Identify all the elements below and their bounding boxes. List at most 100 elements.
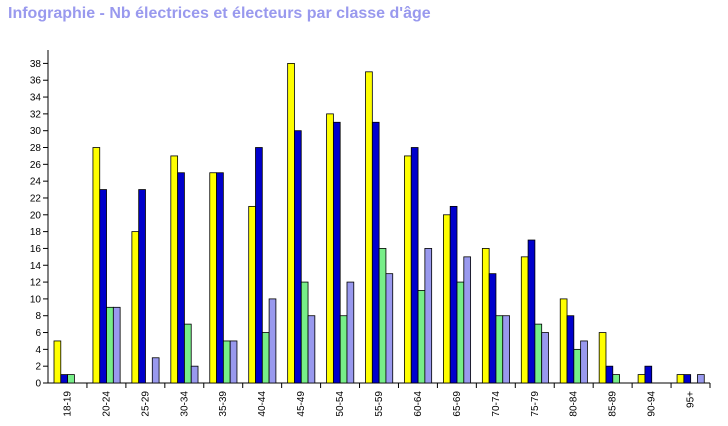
bar xyxy=(424,248,433,384)
bar xyxy=(255,147,263,384)
bar xyxy=(287,63,295,384)
y-tick-label: 10 xyxy=(30,294,42,305)
bar xyxy=(683,374,692,384)
chart-title: Infographie - Nb électrices et électeurs… xyxy=(8,5,431,22)
y-tick-label: 34 xyxy=(30,93,42,104)
x-tick-label: 60-64 xyxy=(413,391,424,417)
bar xyxy=(184,323,192,384)
bar xyxy=(177,172,185,384)
bar xyxy=(190,365,199,384)
bar xyxy=(697,374,705,384)
y-tick-label: 4 xyxy=(35,345,41,356)
x-tick-label: 80-84 xyxy=(569,391,580,417)
bars xyxy=(53,63,705,384)
x-tick-label: 40-44 xyxy=(257,391,268,417)
x-tick-label: 65-69 xyxy=(452,391,463,417)
bar xyxy=(443,214,451,384)
y-tick-label: 12 xyxy=(30,278,42,289)
bar xyxy=(449,205,458,384)
y-tick-label: 28 xyxy=(30,143,42,154)
bar xyxy=(580,340,588,384)
bar xyxy=(131,231,140,384)
bar xyxy=(346,281,355,384)
bar xyxy=(559,298,568,384)
bar xyxy=(268,298,277,384)
bar xyxy=(495,315,504,384)
bar xyxy=(378,248,387,384)
bar xyxy=(385,273,394,384)
bar xyxy=(112,306,121,384)
bar xyxy=(106,306,114,384)
bar xyxy=(365,71,373,384)
y-tick-label: 0 xyxy=(35,379,41,390)
bar xyxy=(527,239,536,384)
x-tick-label: 45-49 xyxy=(296,391,307,417)
y-tick-label: 30 xyxy=(30,126,42,137)
bar xyxy=(573,348,582,384)
bar xyxy=(294,130,302,384)
y-tick-label: 36 xyxy=(30,76,42,87)
bar xyxy=(248,205,256,384)
y-tick-label: 14 xyxy=(30,261,42,272)
bar xyxy=(598,332,607,384)
bar xyxy=(170,155,179,384)
x-tick-label: 30-34 xyxy=(179,391,190,417)
y-tick-label: 26 xyxy=(30,160,42,171)
y-tick-label: 24 xyxy=(30,177,42,188)
x-tick-label: 70-74 xyxy=(491,391,502,417)
y-tick-label: 8 xyxy=(35,311,41,322)
y-tick-label: 18 xyxy=(30,227,42,238)
bar xyxy=(307,315,316,384)
y-tick-label: 22 xyxy=(30,193,42,204)
bar xyxy=(371,121,380,384)
bar xyxy=(209,172,217,384)
bar xyxy=(612,374,620,384)
bar xyxy=(541,332,549,384)
bar xyxy=(534,323,543,384)
x-tick-label: 18-19 xyxy=(62,391,73,417)
bar xyxy=(456,281,465,384)
y-tick-label: 6 xyxy=(35,328,41,339)
bar xyxy=(417,290,426,384)
y-tick-label: 38 xyxy=(30,59,42,70)
y-tick-label: 32 xyxy=(30,109,42,120)
bar xyxy=(463,256,472,384)
bar xyxy=(67,374,75,384)
bar xyxy=(216,172,224,384)
bar xyxy=(151,357,160,384)
x-tick-label: 85-89 xyxy=(608,391,619,417)
bar xyxy=(676,374,685,384)
x-tick-label: 75-79 xyxy=(530,391,541,417)
bar xyxy=(60,374,68,384)
bar xyxy=(637,374,646,384)
x-tick-label: 35-39 xyxy=(218,391,229,417)
x-tick-label: 55-59 xyxy=(374,391,385,417)
x-tick-labels: 18-19 20-24 25-29 30-34 35-39 40-44 45-49 50-54… xyxy=(62,391,696,417)
x-tick-label: 20-24 xyxy=(101,391,112,417)
bar xyxy=(326,113,334,384)
bar xyxy=(222,340,231,384)
bar xyxy=(644,365,653,384)
bar xyxy=(404,155,412,384)
bar xyxy=(229,340,238,384)
bar xyxy=(488,273,497,384)
bar xyxy=(53,340,62,384)
bar xyxy=(605,365,614,384)
bar xyxy=(138,189,146,384)
y-tick-label: 16 xyxy=(30,244,42,255)
bar xyxy=(566,315,575,384)
x-tick-label: 90-94 xyxy=(647,391,658,417)
bar xyxy=(502,315,510,384)
x-tick-label: 50-54 xyxy=(335,391,346,417)
bar xyxy=(410,147,419,384)
bar xyxy=(520,256,529,384)
bar xyxy=(332,121,341,384)
bar xyxy=(99,189,107,384)
x-tick-label: 95+ xyxy=(686,391,697,408)
bar xyxy=(339,315,348,384)
bar xyxy=(481,248,490,384)
x-tick-label: 25-29 xyxy=(140,391,151,417)
bar xyxy=(92,147,101,384)
